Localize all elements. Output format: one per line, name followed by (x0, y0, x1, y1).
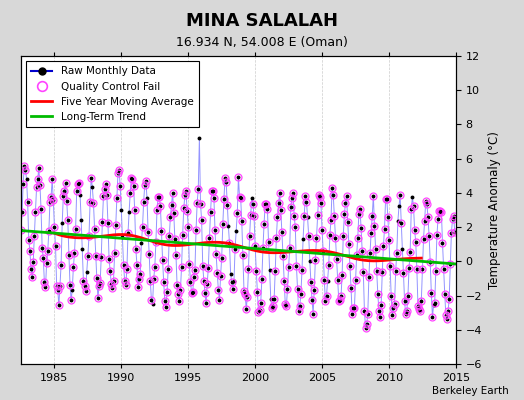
Text: MINA SALALAH: MINA SALALAH (186, 12, 338, 30)
Y-axis label: Temperature Anomaly (°C): Temperature Anomaly (°C) (488, 131, 500, 289)
Text: 16.934 N, 54.008 E (Oman): 16.934 N, 54.008 E (Oman) (176, 36, 348, 49)
Legend: Raw Monthly Data, Quality Control Fail, Five Year Moving Average, Long-Term Tren: Raw Monthly Data, Quality Control Fail, … (26, 61, 199, 127)
Text: Berkeley Earth: Berkeley Earth (432, 386, 508, 396)
